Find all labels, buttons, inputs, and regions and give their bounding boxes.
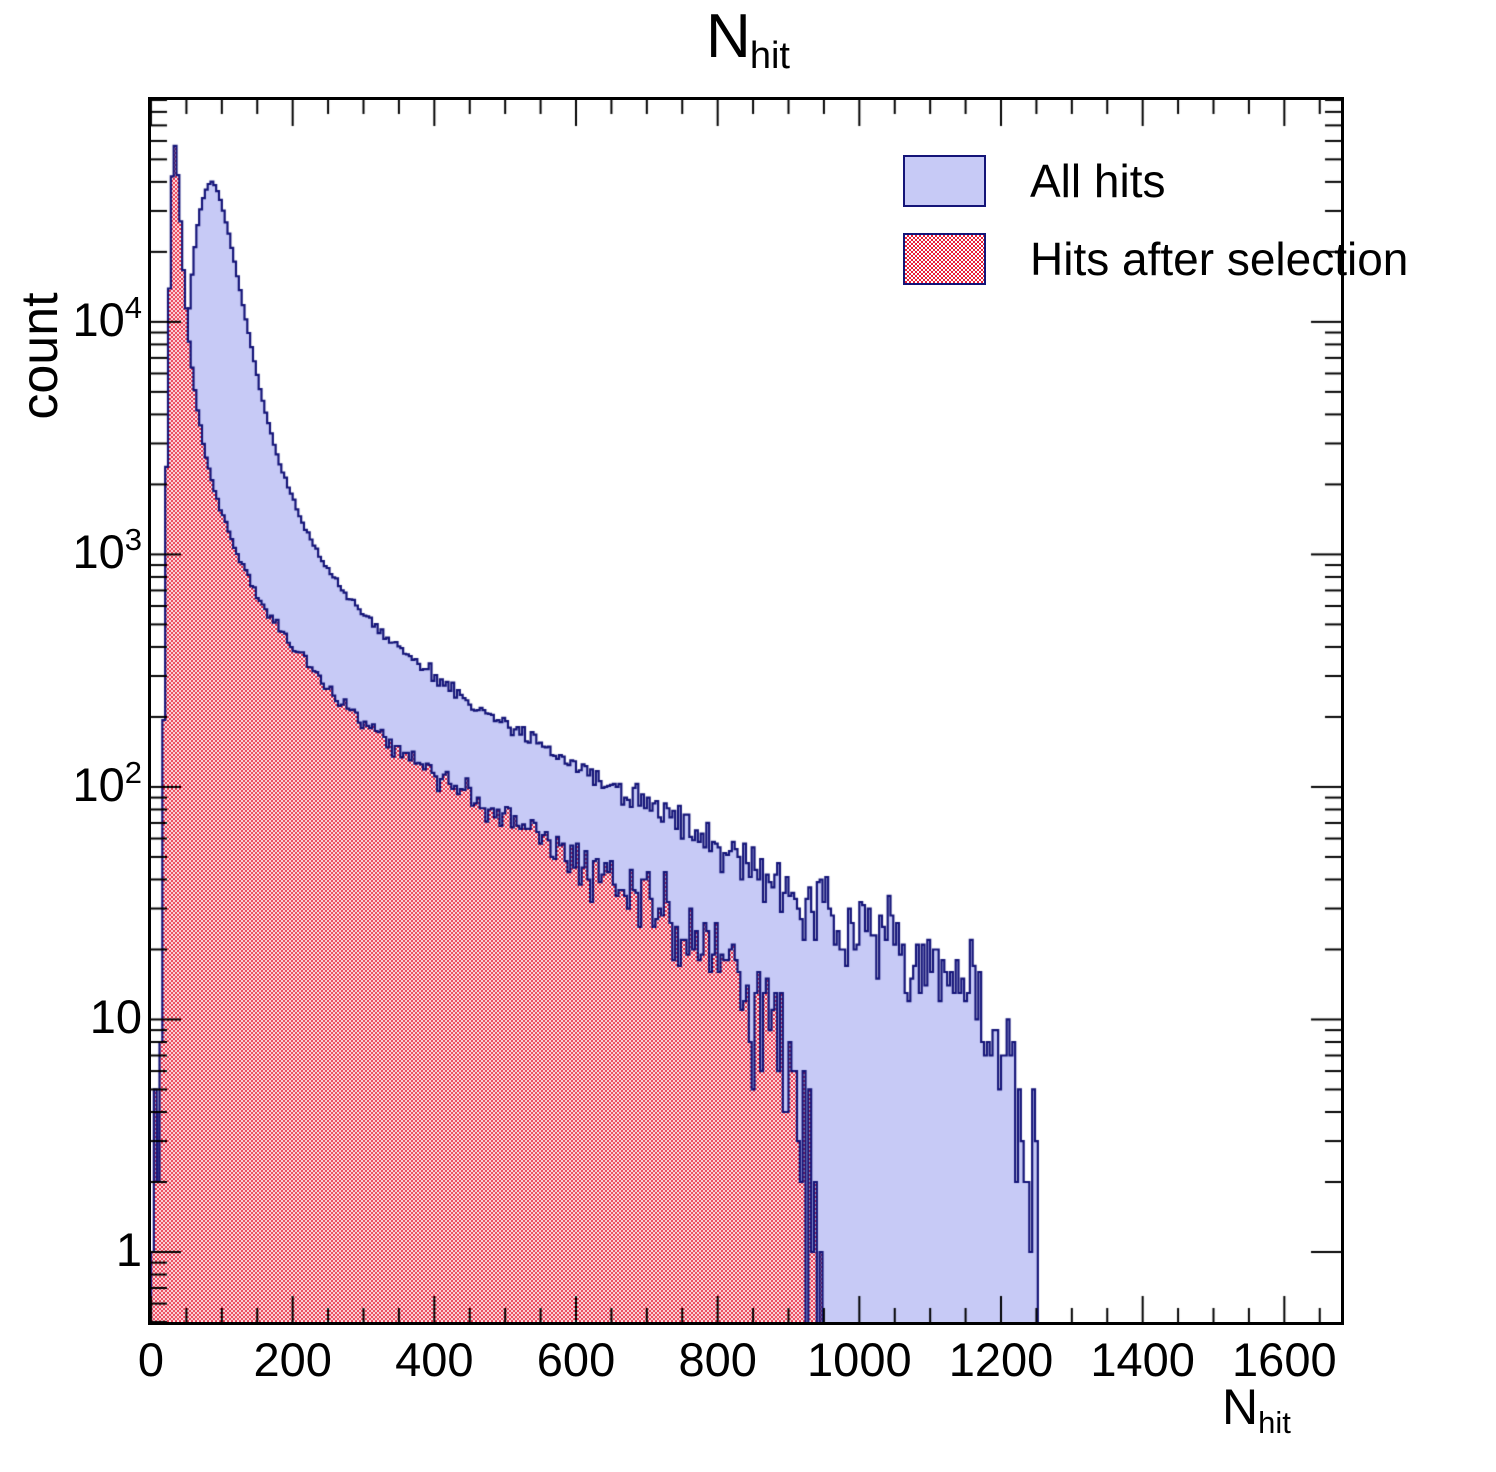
y-axis-tick-label: 102: [72, 754, 142, 811]
y-axis-tick-label: 1: [115, 1223, 142, 1276]
page-title: Nhit: [0, 6, 1496, 78]
x-axis-tick-label: 400: [395, 1333, 474, 1386]
x-axis-tick-label: 1200: [948, 1333, 1054, 1386]
y-axis-tick-labels: 1 10 102 103 104: [0, 0, 142, 1472]
histogram-canvas: [151, 100, 1341, 1322]
x-axis-title-subscript: hit: [1258, 1405, 1291, 1440]
x-axis-tick-label: 1400: [1090, 1333, 1195, 1386]
legend: All hits Hits after selection: [903, 150, 1408, 306]
plot-title-subscript: hit: [749, 35, 790, 77]
x-axis-tick-label: 200: [253, 1333, 332, 1386]
legend-label-hits-after-selection: Hits after selection: [1030, 233, 1409, 285]
x-axis-tick-label: 600: [536, 1333, 616, 1386]
legend-item-all-hits: All hits: [903, 150, 1303, 212]
legend-swatch-all-hits: [903, 155, 986, 207]
x-axis-tick-label: 0: [137, 1333, 165, 1386]
y-axis-tick-label: 104: [72, 289, 142, 346]
legend-item-hits-after-selection: Hits after selection: [903, 228, 1408, 290]
x-axis-title-base: N: [1222, 1379, 1259, 1435]
x-axis-tick-label: 1000: [807, 1333, 912, 1386]
plot-title-base: N: [706, 2, 751, 71]
legend-label-all-hits: All hits: [1030, 155, 1166, 207]
x-axis-tick-label: 1600: [1232, 1333, 1337, 1386]
x-axis-title: Nhit: [1222, 1379, 1291, 1440]
legend-swatch-hits-after-selection: [903, 233, 986, 285]
y-axis-tick-label: 103: [72, 522, 142, 579]
y-axis-tick-label: 10: [89, 990, 142, 1044]
x-axis-tick-label: 800: [678, 1333, 757, 1386]
